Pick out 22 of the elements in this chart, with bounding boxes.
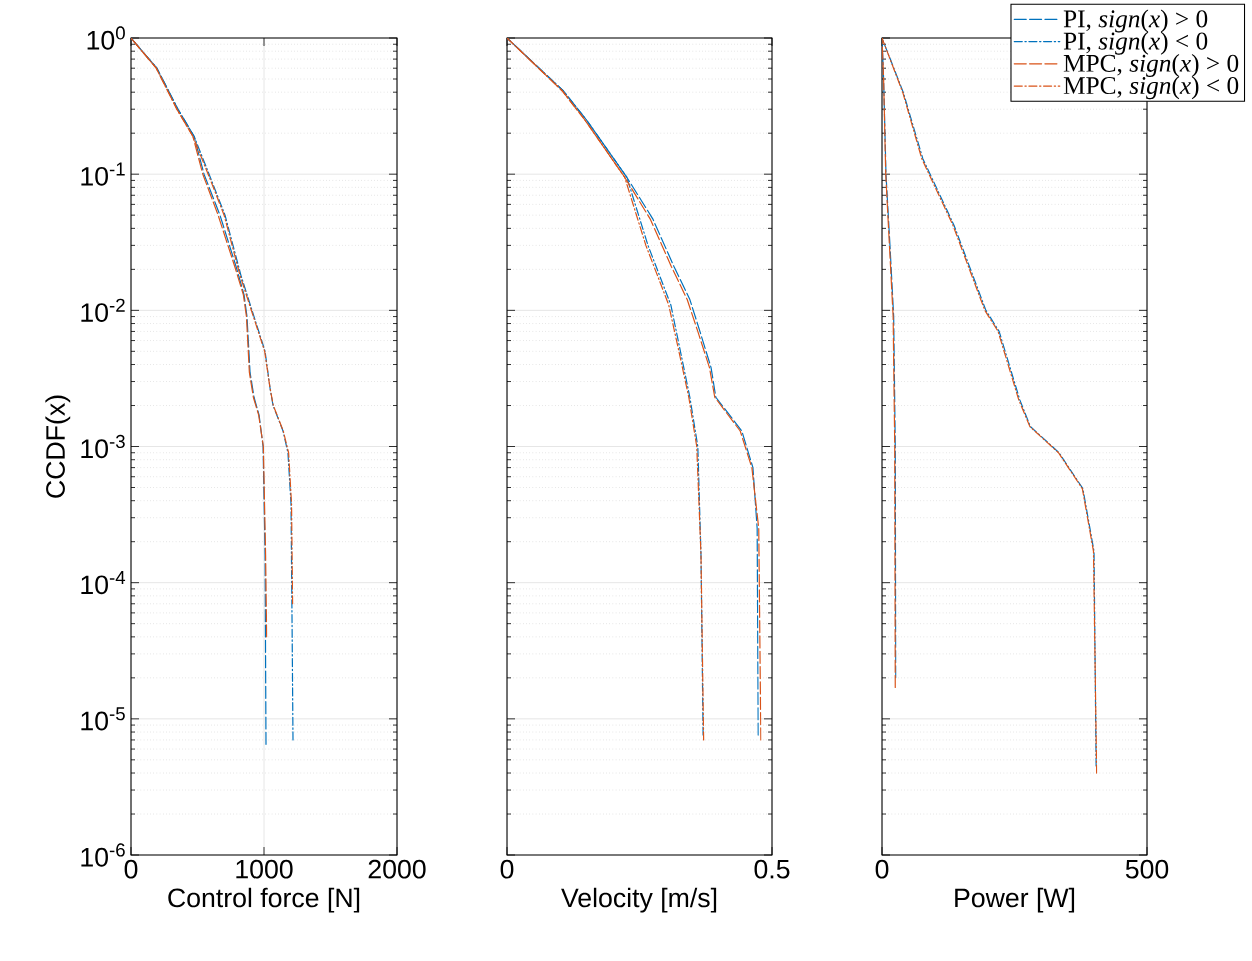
y-tick-label: 10$^{-5}$ <box>81 707 125 731</box>
legend-label: MPC, sign(x) > 0 <box>1063 54 1239 78</box>
x-tick-label: 0 <box>875 859 889 879</box>
legend-label: MPC, sign(x) < 0 <box>1063 76 1239 100</box>
x-tick-label: 0 <box>124 859 138 879</box>
x-tick-label: 0.5 <box>754 859 790 879</box>
y-tick-label: 10$^{0}$ <box>87 26 125 50</box>
x-tick-label: 500 <box>1125 859 1169 879</box>
x-axis-title: Control force [N] <box>168 887 360 913</box>
y-axis-title: CCDF(x) <box>45 395 71 498</box>
legend-label: PI, sign(x) < 0 <box>1063 31 1208 55</box>
x-axis-title: Power [W] <box>955 887 1075 913</box>
y-tick-label: 10$^{-2}$ <box>81 298 125 322</box>
y-tick-label: 10$^{-1}$ <box>81 162 125 186</box>
y-tick-label: 10$^{-3}$ <box>81 434 125 459</box>
x-tick-label: 0 <box>500 859 514 879</box>
y-tick-label: 10$^{-6}$ <box>81 843 125 867</box>
y-tick-label: 10$^{-4}$ <box>81 571 126 595</box>
x-tick-label: 1000 <box>236 859 293 879</box>
legend-label: PI, sign(x) > 0 <box>1063 9 1208 33</box>
x-tick-label: 2000 <box>368 859 426 879</box>
x-axis-title: Velocity [m/s] <box>561 887 717 913</box>
